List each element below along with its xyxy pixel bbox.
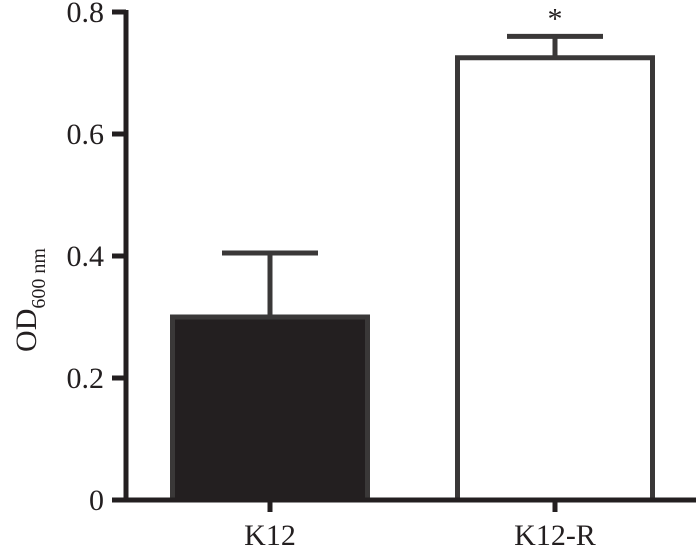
y-axis-title-subscript: 600 nm	[28, 248, 50, 309]
y-tick-label: 0.4	[67, 240, 105, 273]
bar-k12-r	[455, 55, 655, 503]
y-tick-label: 0	[89, 484, 104, 517]
x-axis-ticks: K12 K12-R	[244, 500, 596, 551]
x-tick-label: K12-R	[514, 519, 596, 551]
y-tick-label: 0.6	[67, 118, 105, 151]
bars	[170, 55, 655, 503]
significance-marker: *	[548, 2, 563, 35]
significance-annotations: *	[548, 2, 563, 35]
bar-k12	[170, 314, 370, 503]
y-tick-label: 0.8	[67, 0, 105, 29]
error-bars	[222, 33, 603, 317]
y-axis-ticks: 0 0.2 0.4 0.6 0.8	[67, 0, 126, 517]
y-axis-title: OD600 nm	[10, 248, 50, 352]
y-axis-title-main: OD	[10, 309, 43, 352]
y-tick-label: 0.2	[67, 362, 105, 395]
x-tick-label: K12	[244, 519, 296, 551]
